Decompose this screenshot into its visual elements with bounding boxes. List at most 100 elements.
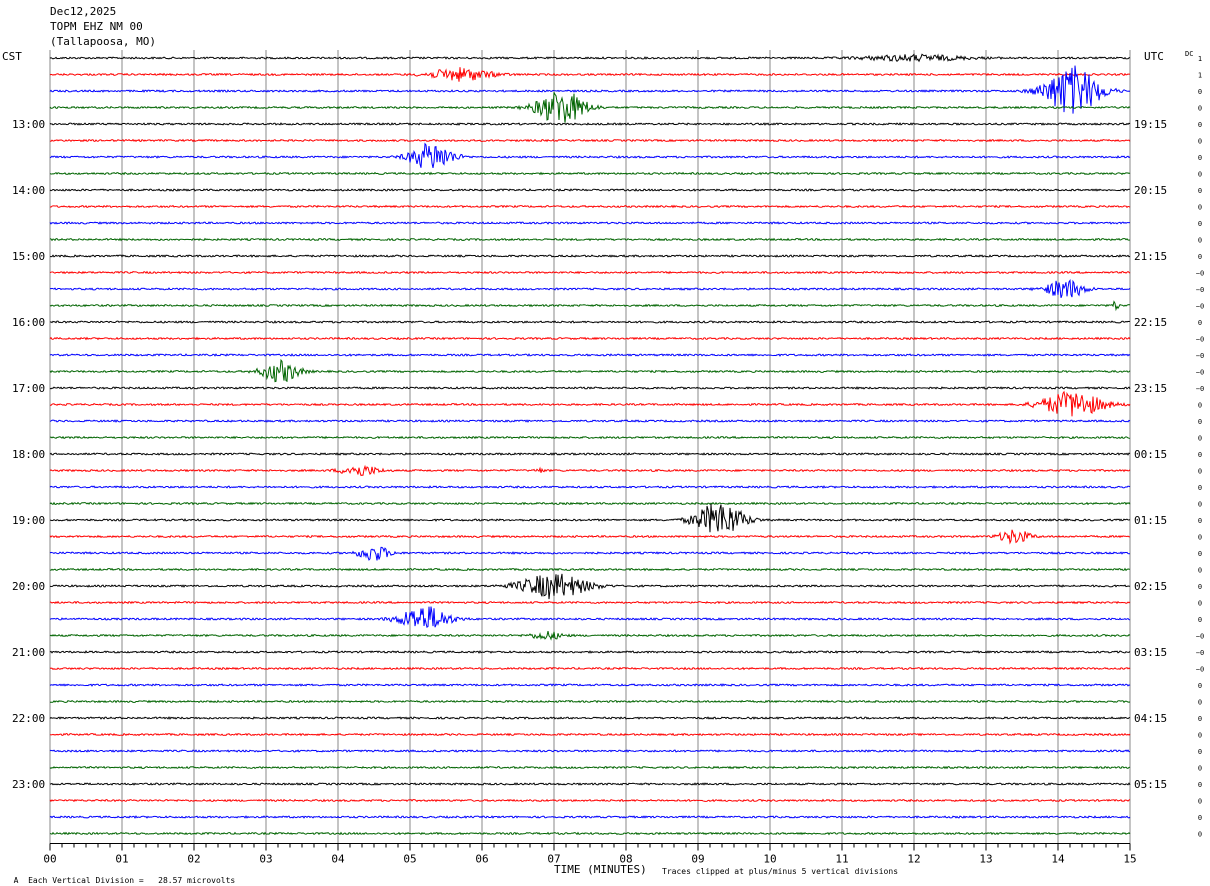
seismic-trace [49,452,1131,456]
x-tick-label: 04 [331,853,345,866]
seismic-trace [49,336,1131,341]
dc-offset-label: 0 [1198,831,1202,839]
utc-hour-label: 22:15 [1134,316,1167,329]
seismic-trace [49,573,1131,600]
station-label: TOPM EHZ NM 00 [50,20,143,33]
utc-hour-label: 00:15 [1134,448,1167,461]
dc-offset-label: 0 [1198,105,1202,113]
dc-offset-label: 0 [1198,501,1202,509]
dc-offset-label: 0 [1198,121,1202,129]
corner-mark: A [13,876,19,885]
dc-offset-label: 0 [1198,319,1202,327]
cst-hour-label: 17:00 [12,382,45,395]
x-axis-title: TIME (MINUTES) [554,863,647,876]
dc-offset-label: 0 [1198,220,1202,228]
dc-offset-label: 0 [1198,534,1202,542]
dc-offset-label: −0 [1196,270,1204,278]
dc-offset-label: −0 [1196,649,1204,657]
x-tick-label: 07 [547,853,560,866]
seismic-trace [49,683,1131,687]
seismic-trace [49,699,1131,704]
seismic-trace [49,765,1131,770]
utc-label: UTC [1144,50,1164,63]
seismic-trace [49,65,1131,114]
seismic-trace [49,631,1131,641]
seismic-trace [49,386,1131,390]
cst-hour-label: 20:00 [12,580,45,593]
cst-label: CST [2,50,22,63]
dc-label: DC [1185,50,1193,58]
seismic-trace [49,188,1131,192]
dc-offset-label: 0 [1198,550,1202,558]
seismic-trace [49,529,1131,545]
dc-offset-label: 0 [1198,715,1202,723]
dc-offset-label: 0 [1198,435,1202,443]
utc-hour-label: 01:15 [1134,514,1167,527]
dc-offset-label: 0 [1198,154,1202,162]
x-tick-label: 06 [475,853,488,866]
dc-offset-label: 0 [1198,138,1202,146]
seismic-trace [49,358,1131,383]
seismic-trace [49,353,1131,357]
utc-hour-label: 19:15 [1134,118,1167,131]
x-tick-label: 13 [979,853,992,866]
seismic-trace [49,749,1131,753]
seismic-trace [49,221,1131,225]
seismic-trace [49,606,1131,628]
seismic-traces [49,53,1131,836]
x-tick-label: 02 [187,853,200,866]
cst-hour-label: 19:00 [12,514,45,527]
dc-offset-label: 1 [1198,72,1202,80]
dc-offset-label: 0 [1198,583,1202,591]
cst-hour-label: 13:00 [12,118,45,131]
dc-offset-label: 0 [1198,187,1202,195]
seismic-trace [49,122,1131,126]
utc-hour-label: 03:15 [1134,646,1167,659]
cst-hour-label: 22:00 [12,712,45,725]
seismic-trace [49,831,1131,836]
seismic-trace [49,501,1131,506]
clip-note: Traces clipped at plus/minus 5 vertical … [662,867,899,876]
seismic-trace [49,650,1131,654]
dc-offset-label: 0 [1198,748,1202,756]
seismic-trace [49,279,1131,299]
x-tick-label: 05 [403,853,416,866]
dc-offset-label: 0 [1198,451,1202,459]
dc-offset-label: 0 [1198,682,1202,690]
dc-offset-label: 0 [1198,567,1202,575]
dc-offset-label: 1 [1198,55,1202,63]
dc-offset-label: 0 [1198,468,1202,476]
seismic-trace [49,300,1131,312]
seismic-trace [49,504,1131,533]
time-labels: 1100000000000−0−0−00−0−0−0−0000000000000… [12,55,1204,839]
x-tick-label: 09 [691,853,704,866]
dc-offset-label: 0 [1198,418,1202,426]
location-label: (Tallapoosa, MO) [50,35,156,48]
grid-lines [49,50,1131,844]
dc-offset-label: 0 [1198,699,1202,707]
dc-offset-label: 0 [1198,237,1202,245]
x-tick-label: 11 [835,853,848,866]
seismic-trace [49,171,1131,176]
seismic-trace [49,732,1131,737]
x-tick-label: 08 [619,853,632,866]
dc-offset-label: −0 [1196,385,1204,393]
seismic-trace [49,53,1131,63]
dc-offset-label: 0 [1198,814,1202,822]
dc-offset-label: 0 [1198,171,1202,179]
dc-offset-label: −0 [1196,286,1204,294]
seismic-trace [49,142,1131,169]
seismic-trace [49,138,1131,143]
x-tick-label: 03 [259,853,272,866]
seismic-trace [49,67,1131,82]
plot-header: Dec12,2025 TOPM EHZ NM 00 (Tallapoosa, M… [50,4,156,49]
dc-offset-label: 0 [1198,402,1202,410]
dc-offset-label: 0 [1198,484,1202,492]
utc-hour-label: 21:15 [1134,250,1167,263]
cst-hour-label: 14:00 [12,184,45,197]
seismic-trace [49,600,1131,605]
dc-offset-label: −0 [1196,336,1204,344]
dc-offset-label: −0 [1196,369,1204,377]
date-label: Dec12,2025 [50,5,117,18]
